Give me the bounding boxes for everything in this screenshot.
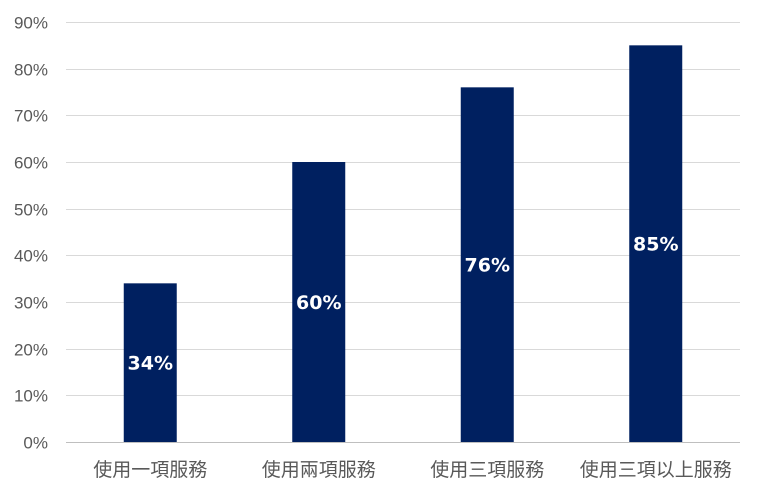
y-tick-label: 90% bbox=[14, 14, 48, 33]
data-labels: 34% 60% 76% 85% bbox=[128, 234, 679, 375]
y-tick-label: 30% bbox=[14, 294, 48, 313]
y-tick-label: 40% bbox=[14, 247, 48, 266]
bar bbox=[292, 162, 346, 442]
gridlines bbox=[66, 22, 740, 443]
y-tick-label: 80% bbox=[14, 61, 48, 80]
y-axis-tick-labels: 0% 10% 20% 30% 40% 50% 60% 70% 80% 90% bbox=[14, 14, 48, 453]
y-tick-label: 10% bbox=[14, 387, 48, 406]
y-tick-label: 70% bbox=[14, 107, 48, 126]
bar bbox=[629, 45, 683, 442]
bar bbox=[123, 283, 177, 442]
x-category-label: 使用一項服務 bbox=[93, 459, 207, 481]
x-category-label: 使用三項服務 bbox=[430, 459, 544, 481]
y-tick-label: 60% bbox=[14, 154, 48, 173]
data-label: 85% bbox=[633, 234, 678, 256]
data-label: 60% bbox=[296, 292, 341, 314]
bars bbox=[123, 45, 683, 442]
x-axis-category-labels: 使用一項服務 使用兩項服務 使用三項服務 使用三項以上服務 bbox=[93, 459, 732, 481]
data-label: 34% bbox=[128, 353, 173, 375]
x-category-label: 使用三項以上服務 bbox=[580, 459, 732, 481]
bar bbox=[460, 87, 514, 442]
data-label: 76% bbox=[465, 255, 510, 277]
y-tick-label: 50% bbox=[14, 201, 48, 220]
y-tick-label: 0% bbox=[23, 434, 48, 453]
y-tick-label: 20% bbox=[14, 341, 48, 360]
x-category-label: 使用兩項服務 bbox=[262, 459, 376, 481]
